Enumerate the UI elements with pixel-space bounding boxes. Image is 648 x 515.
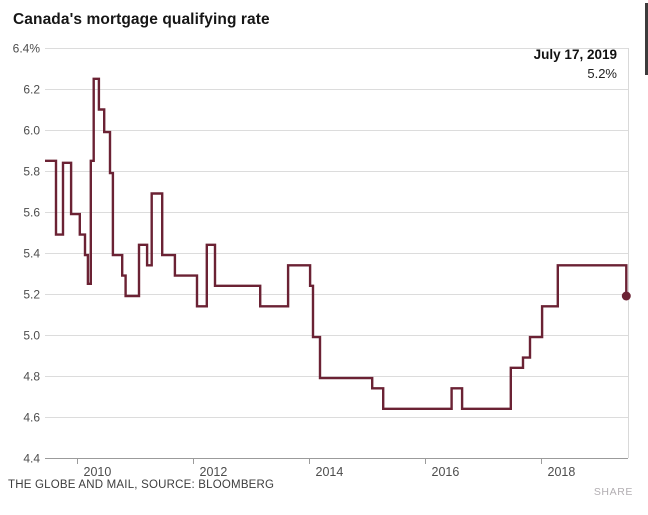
end-point-dot bbox=[621, 291, 631, 301]
y-axis-label: 5.2 bbox=[23, 288, 40, 302]
y-axis-label: 5.0 bbox=[23, 329, 40, 343]
y-axis-label: 4.8 bbox=[23, 370, 40, 384]
chart-title: Canada's mortgage qualifying rate bbox=[13, 11, 270, 28]
y-axis-label: 5.4 bbox=[23, 247, 40, 261]
scrollbar-thumb[interactable] bbox=[645, 3, 648, 75]
y-axis-label: 6.2 bbox=[23, 83, 40, 97]
y-axis-label: 5.8 bbox=[23, 165, 40, 179]
latest-point-annotation: July 17, 2019 5.2% bbox=[534, 45, 617, 83]
source-credit: THE GLOBE AND MAIL, SOURCE: BLOOMBERG bbox=[8, 479, 275, 491]
x-axis-label: 2018 bbox=[548, 465, 576, 476]
annotation-value: 5.2% bbox=[587, 66, 617, 81]
y-axis-label: 5.6 bbox=[23, 206, 40, 220]
x-axis-label: 2016 bbox=[432, 465, 460, 476]
x-axis-label: 2010 bbox=[84, 465, 112, 476]
x-axis-label: 2012 bbox=[200, 465, 228, 476]
rate-line-chart: 6.4% 6.2 6.0 5.8 5.6 5.4 5.2 5.0 4.8 4.6 4.4 2010 20… bbox=[13, 42, 631, 476]
annotation-date: July 17, 2019 bbox=[533, 47, 617, 62]
share-button[interactable]: SHARE bbox=[593, 486, 633, 498]
y-axis-label: 6.0 bbox=[23, 124, 40, 138]
y-axis-label: 6.4% bbox=[13, 42, 41, 56]
x-axis-label: 2014 bbox=[316, 465, 344, 476]
y-axis-label: 4.6 bbox=[23, 411, 40, 425]
rate-line bbox=[45, 77, 628, 410]
y-axis-label: 4.4 bbox=[23, 452, 40, 466]
